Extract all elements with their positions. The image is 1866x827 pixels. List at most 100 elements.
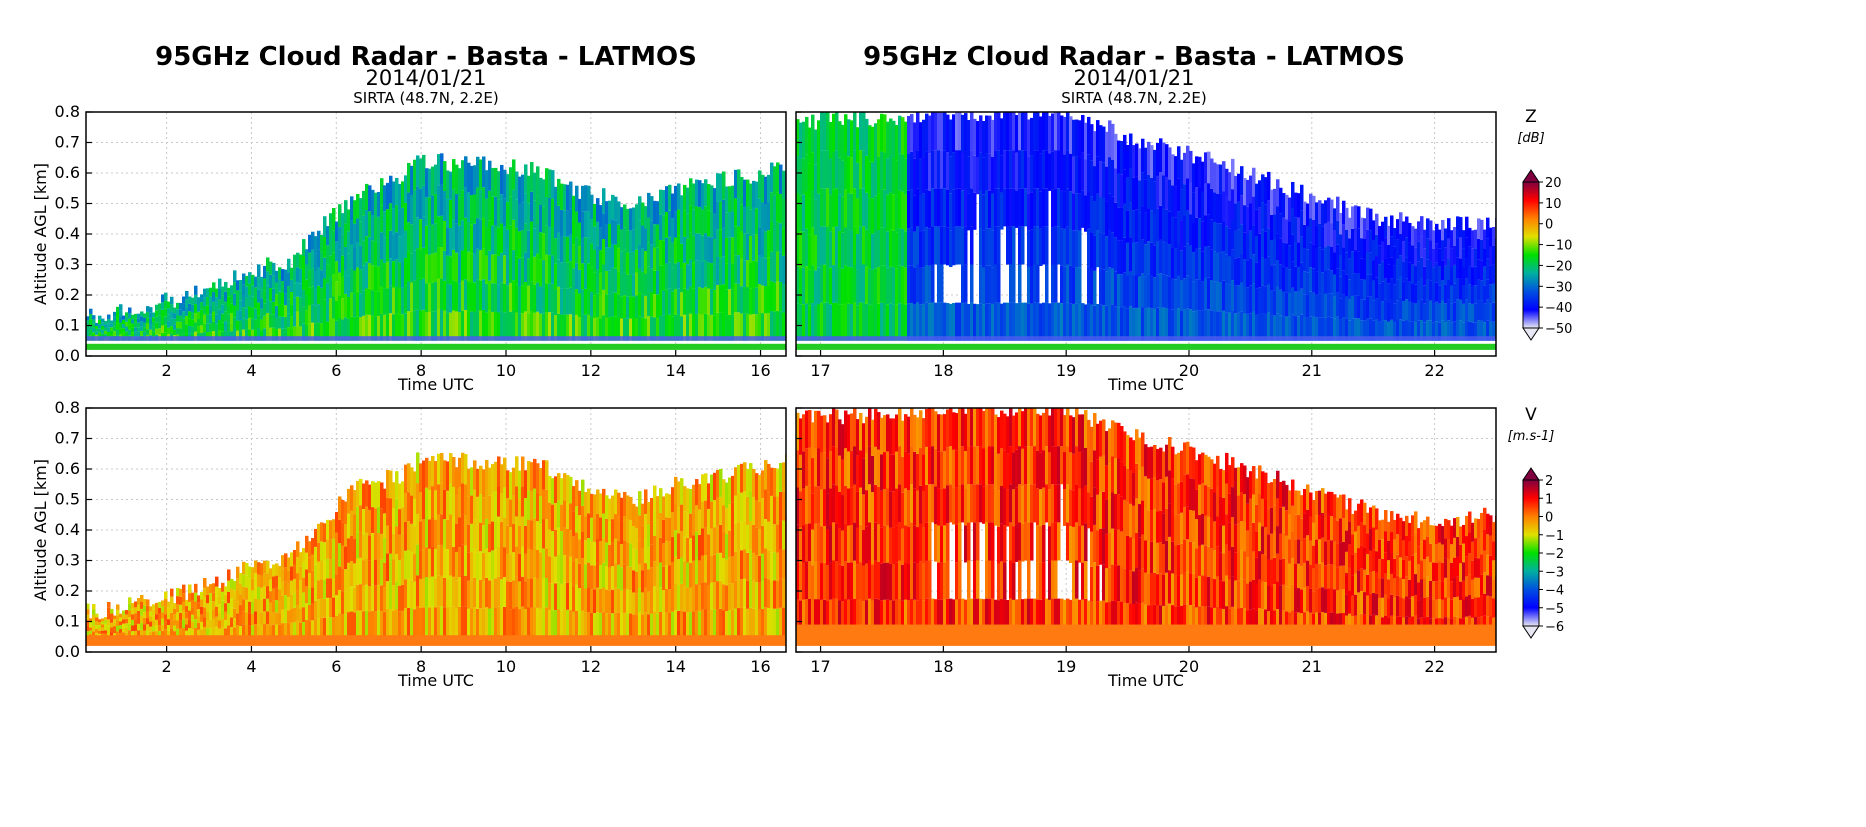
radar-cell xyxy=(434,282,438,312)
radar-cell xyxy=(1327,269,1331,294)
radar-cell xyxy=(728,610,732,637)
radar-cell xyxy=(440,606,444,637)
radar-cell xyxy=(608,613,612,637)
radar-cell xyxy=(826,493,830,530)
radar-cell xyxy=(389,581,393,610)
radar-cell xyxy=(131,619,135,626)
radar-cell xyxy=(1309,242,1313,268)
radar-cell xyxy=(257,328,261,341)
radar-cell xyxy=(811,458,815,494)
radar-cell xyxy=(838,455,842,492)
radar-cell xyxy=(844,523,848,562)
radar-cell xyxy=(596,269,600,294)
radar-cell xyxy=(674,476,678,504)
radar-cell xyxy=(1021,523,1025,562)
radar-cell xyxy=(416,155,420,187)
radar-cell xyxy=(704,233,708,261)
radar-cell xyxy=(119,625,123,630)
radar-cell xyxy=(515,227,519,257)
radar-cell xyxy=(808,269,812,306)
radar-cell xyxy=(107,327,111,333)
radar-cell xyxy=(497,576,501,607)
radar-cell xyxy=(749,235,753,263)
radar-cell xyxy=(632,614,636,637)
radar-cell xyxy=(802,121,806,159)
radar-cell xyxy=(919,523,923,562)
radar-cell xyxy=(1480,280,1484,301)
radar-cell xyxy=(305,310,309,326)
radar-cell xyxy=(359,584,363,611)
radar-cell xyxy=(1399,255,1403,277)
radar-cell xyxy=(1450,322,1454,341)
radar-cell xyxy=(647,192,651,218)
radar-cell xyxy=(407,492,411,522)
radar-cell xyxy=(1171,278,1175,310)
radar-cell xyxy=(593,226,597,250)
radar-cell xyxy=(164,308,168,317)
radar-cell xyxy=(632,318,636,341)
radar-cell xyxy=(311,249,315,269)
radar-cell xyxy=(596,514,600,539)
radar-cell xyxy=(799,418,803,455)
radar-cell xyxy=(155,304,159,311)
radar-cell xyxy=(458,283,462,312)
radar-cell xyxy=(698,180,702,207)
radar-cell xyxy=(1249,203,1253,231)
radar-cell xyxy=(925,227,929,266)
radar-cell xyxy=(572,511,576,537)
radar-cell xyxy=(440,514,444,545)
radar-cell xyxy=(1177,308,1181,341)
radar-cell xyxy=(464,545,468,576)
radar-cell xyxy=(437,514,441,546)
radar-cell xyxy=(1084,598,1088,637)
radar-cell xyxy=(227,296,231,306)
radar-cell xyxy=(218,620,222,629)
radar-cell xyxy=(692,586,696,612)
radar-cell xyxy=(398,611,402,637)
radar-cell xyxy=(446,549,450,579)
radar-cell xyxy=(470,523,474,553)
radar-cell xyxy=(847,303,851,341)
radar-cell xyxy=(92,319,96,324)
radar-cell xyxy=(572,268,576,293)
radar-cell xyxy=(886,599,890,637)
radar-cell xyxy=(1045,150,1049,189)
radar-cell xyxy=(1033,598,1037,637)
radar-cell xyxy=(752,608,756,637)
radar-cell xyxy=(776,524,780,553)
radar-cell xyxy=(988,484,992,523)
radar-cell xyxy=(1081,303,1085,341)
radar-cell xyxy=(1297,217,1301,243)
radar-cell xyxy=(542,233,546,261)
radar-cell xyxy=(1018,484,1022,523)
radar-cell xyxy=(713,527,717,555)
radar-cell xyxy=(937,264,941,303)
radar-cell xyxy=(737,169,741,198)
radar-cell xyxy=(1093,200,1097,236)
radar-cell xyxy=(323,257,327,279)
radar-cell xyxy=(743,520,747,550)
radar-cell xyxy=(182,326,186,334)
radar-cell xyxy=(116,626,120,632)
radar-cell xyxy=(389,230,393,259)
radar-cell xyxy=(916,453,920,491)
radar-cell xyxy=(853,408,857,447)
radar-cell xyxy=(874,195,878,233)
radar-cell xyxy=(1036,488,1040,526)
radar-cell xyxy=(761,202,765,231)
radar-cell xyxy=(332,597,336,618)
radar-cell xyxy=(572,586,576,612)
radar-cell xyxy=(569,261,573,288)
radar-cell xyxy=(1366,207,1370,230)
radar-cell xyxy=(1192,252,1196,282)
radar-cell xyxy=(1342,247,1346,271)
radar-cell xyxy=(767,492,771,522)
radar-cell xyxy=(344,270,348,294)
radar-cell xyxy=(850,525,854,563)
radar-cell xyxy=(719,173,723,202)
radar-cell xyxy=(314,564,318,583)
radar-cell xyxy=(683,536,687,562)
radar-cell xyxy=(647,316,651,341)
radar-cell xyxy=(1363,259,1367,280)
radar-cell xyxy=(401,559,405,585)
